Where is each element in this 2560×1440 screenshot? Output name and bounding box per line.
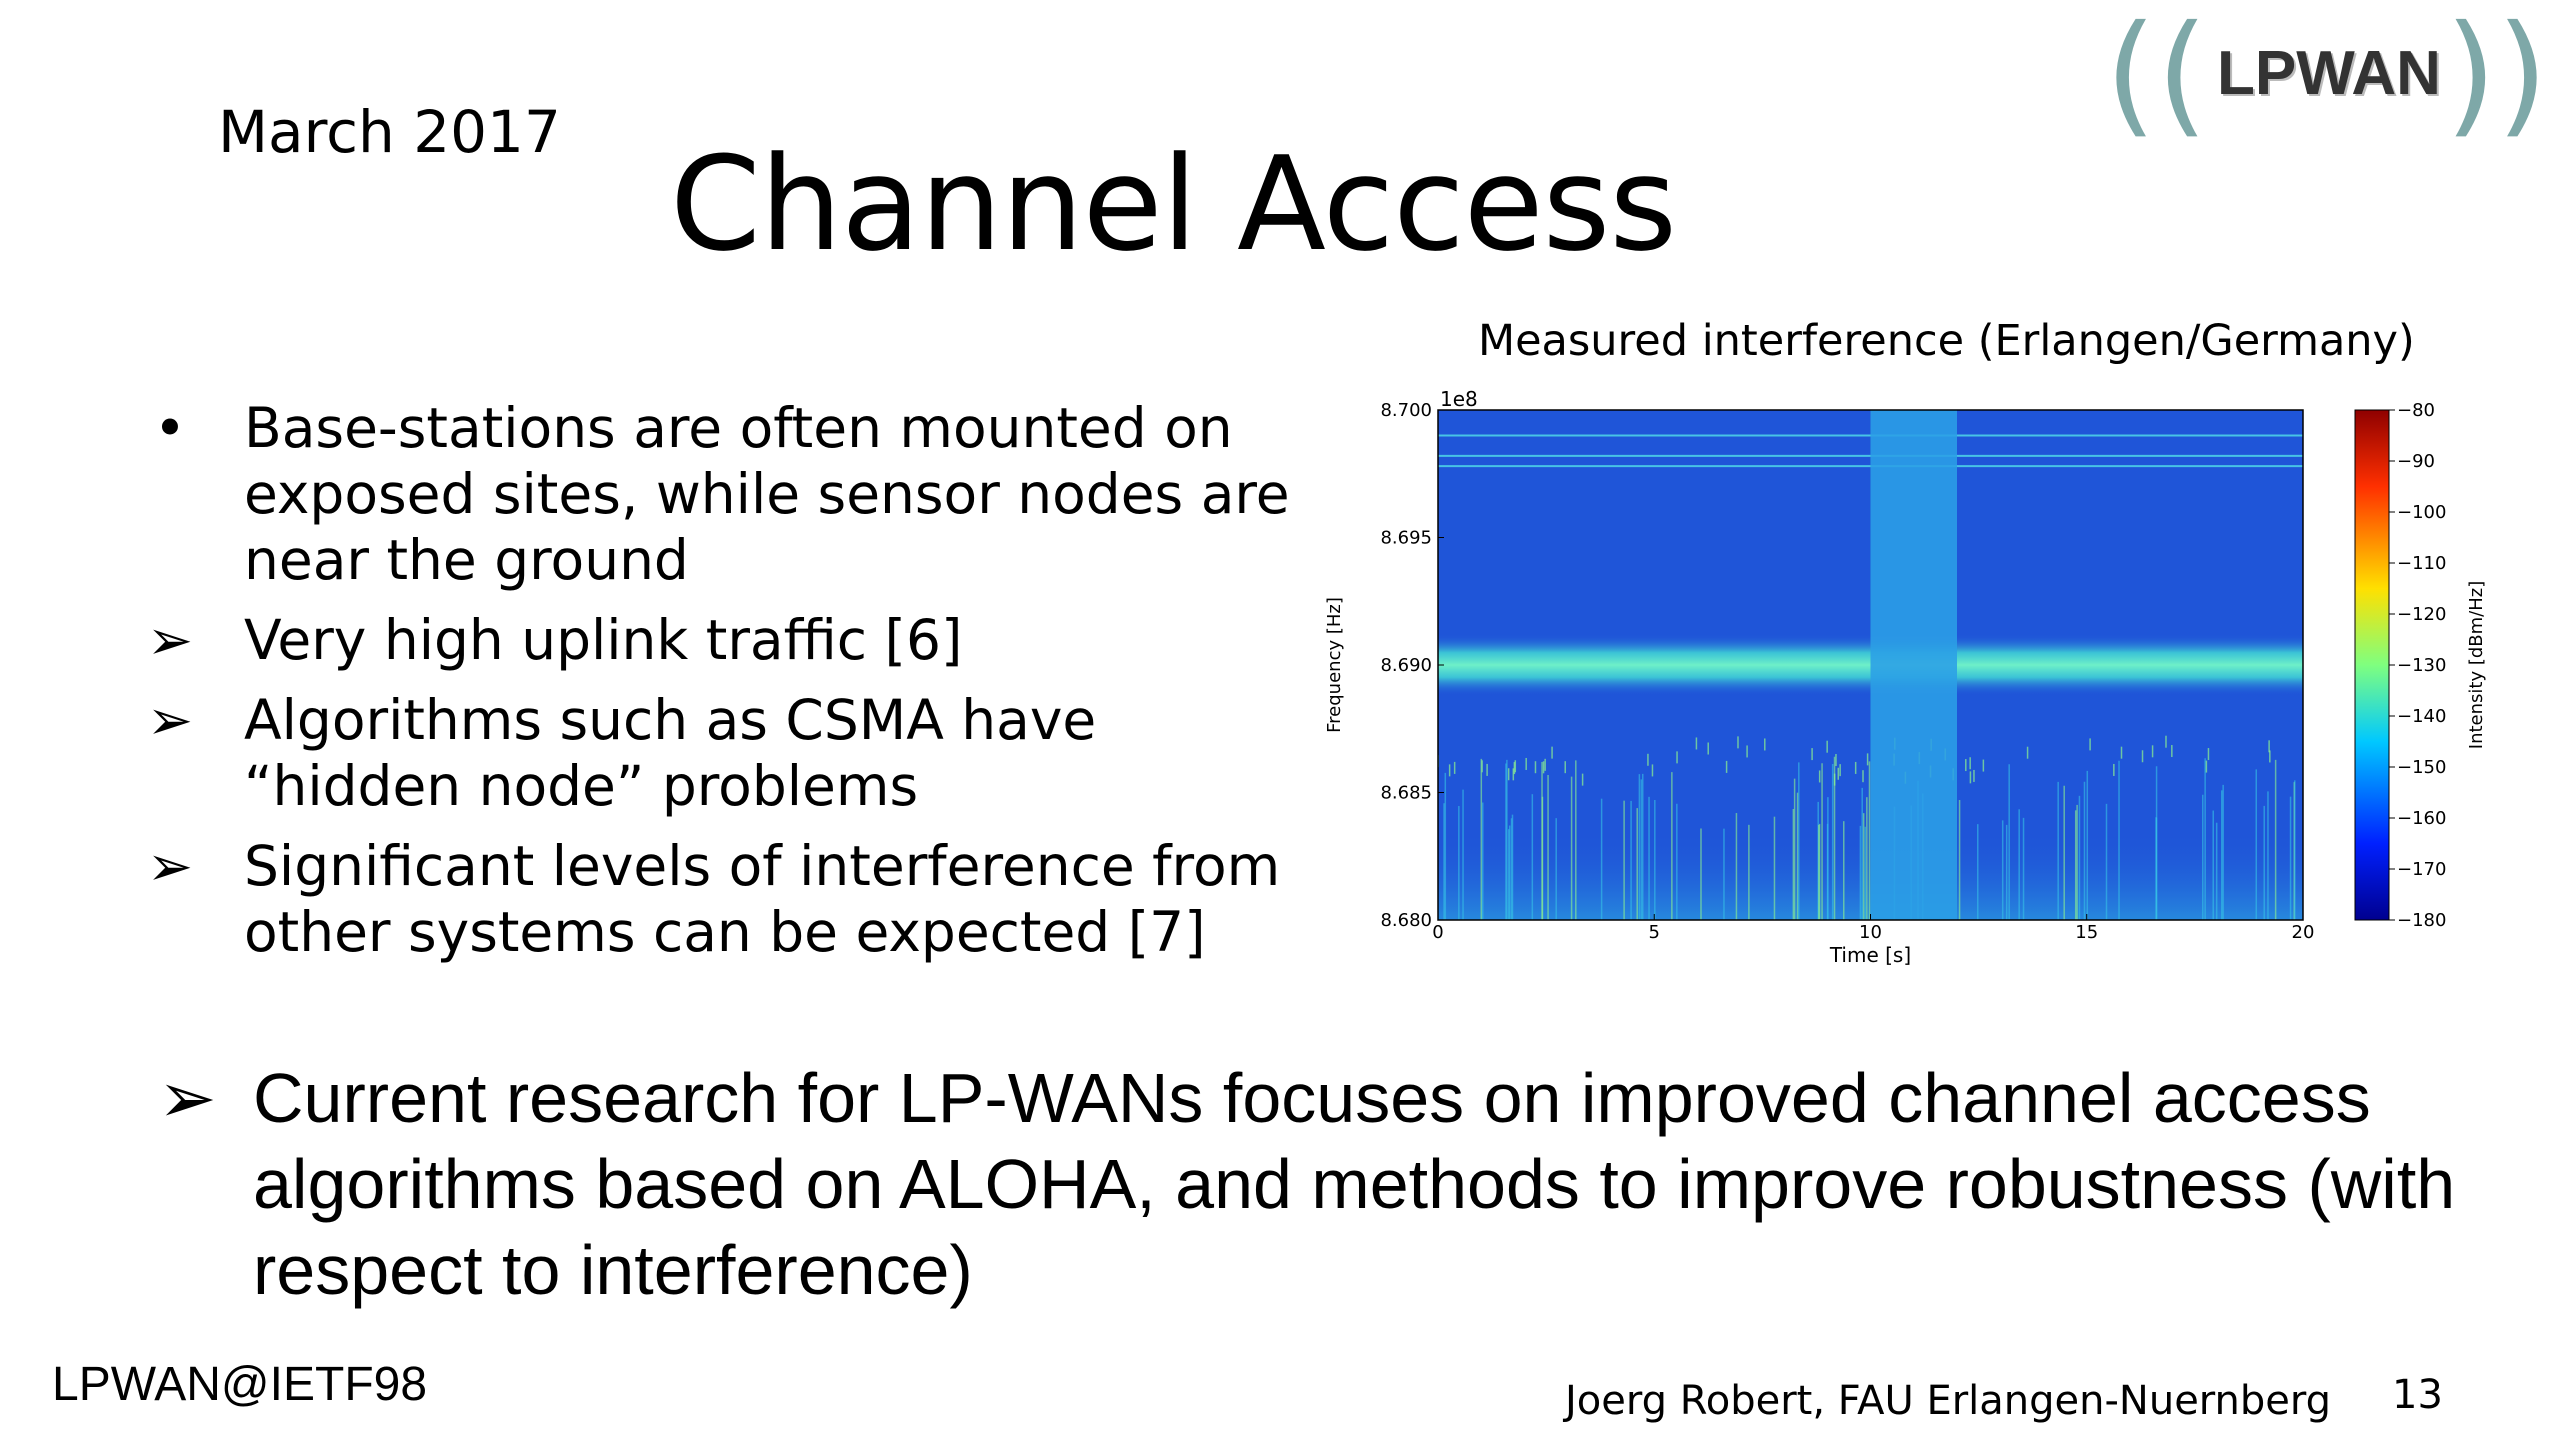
colorbar-tick-label: −100 [2397,502,2446,523]
colorbar-tick-label: −150 [2397,757,2446,778]
y-tick-label: 8.685 [1380,783,1432,804]
chart-title: Measured interference (Erlangen/Germany) [1478,316,2415,366]
lpwan-logo: (( LPWAN )) [2105,4,2555,144]
conclusion-point: ➢ Current research for LP-WANs focuses o… [158,1055,2458,1313]
logo-wave-left-icon: (( [2105,0,2208,151]
colorbar-tick-label: −180 [2397,910,2446,931]
x-axis-label: Time [s] [1829,943,1911,967]
bullet-item: ➢ Significant levels of interference fro… [140,833,1320,965]
x-tick-label: 0 [1432,922,1443,943]
logo-wave-right-icon: )) [2445,0,2548,151]
wideband-burst [1870,410,1957,920]
colorbar-tick-label: −80 [2397,400,2435,421]
bullet-text: Very high uplink traffic [6] [244,608,963,672]
colorbar-tick-label: −140 [2397,706,2446,727]
colorbar-tick-label: −110 [2397,553,2446,574]
y-tick-label: 8.700 [1380,400,1432,421]
y-axis-label: Frequency [Hz] [1324,597,1345,733]
bullet-list: • Base-stations are often mounted on exp… [140,395,1320,979]
colorbar-tick-label: −130 [2397,655,2446,676]
arrow-bullet-icon: ➢ [146,834,194,898]
bullet-text: Algorithms such as CSMA have “hidden nod… [244,688,1167,818]
bullet-text: Base-stations are often mounted on expos… [244,396,1290,592]
y-tick-label: 8.690 [1380,655,1432,676]
colorbar-tick-label: −170 [2397,859,2446,880]
page-number: 13 [2392,1372,2443,1418]
y-offset-label: 1e8 [1440,387,1478,411]
arrow-bullet-icon: ➢ [146,688,194,752]
x-tick-label: 15 [2075,922,2098,943]
conclusion-text: Current research for LP-WANs focuses on … [253,1059,2456,1309]
interference-spectrogram: 0 5 10 15 20 8.680 8.685 8.690 8.695 8.700 −80 −90… [1324,387,2487,967]
slide-date: March 2017 [218,98,561,166]
x-tick-label: 20 [2292,922,2315,943]
bullet-item: ➢ Algorithms such as CSMA have “hidden n… [140,687,1320,819]
y-tick-label: 8.695 [1380,528,1432,549]
x-tick-label: 10 [1859,922,1882,943]
bullet-text: Significant levels of interference from … [244,834,1281,964]
y-tick-label: 8.680 [1380,910,1432,931]
footer-author: Joerg Robert, FAU Erlangen-Nuernberg [1565,1378,2332,1424]
arrow-bullet-icon: ➢ [146,608,194,672]
colorbar-tick-label: −120 [2397,604,2446,625]
colorbar-label: Intensity [dBm/Hz] [2466,581,2487,749]
footer-event: LPWAN@IETF98 [52,1358,428,1411]
bullet-item: ➢ Very high uplink traffic [6] [140,607,1320,673]
slide-title: Channel Access [670,128,1677,280]
colorbar-tick-label: −160 [2397,808,2446,829]
bullet-item: • Base-stations are often mounted on exp… [140,395,1320,593]
arrow-bullet-icon: ➢ [158,1059,217,1137]
x-tick-label: 5 [1649,922,1660,943]
colorbar [2354,409,2390,921]
colorbar-tick-label: −90 [2397,451,2435,472]
bullet-dot-icon: • [153,396,187,460]
logo-text: LPWAN [2217,39,2441,108]
